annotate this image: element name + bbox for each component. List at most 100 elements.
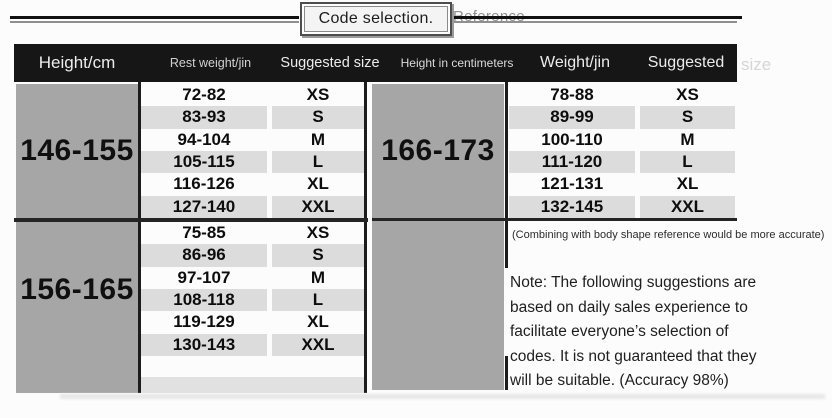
table-row: 116-126 XL (141, 173, 364, 196)
note-line: will be suitable. (Accuracy 98%) (510, 372, 729, 389)
top-rule-right-shadow (450, 21, 737, 23)
note-line: based on daily sales experience to (510, 298, 748, 316)
size-cell: L (682, 152, 693, 172)
size-cell: XXL (301, 196, 335, 216)
table-border-vertical (138, 82, 141, 393)
height-block-146-155: 146-155 (16, 84, 138, 218)
header-weight-jin: Weight/jin (540, 54, 610, 71)
table-header: Height/cm Rest weight/jin Suggested size… (14, 44, 737, 82)
weight-range-cell: 72-82 (182, 85, 226, 105)
note-line: codes. It is not guaranteed that they (510, 347, 757, 365)
column-divider (267, 173, 272, 196)
table-row: 105-115 L (141, 150, 364, 174)
rows-section-166-173: 78-88 XS 89-99 S 100-110 M 111-120 L 121-131 XL 13… (509, 84, 735, 218)
weight-range-cell: 78-88 (550, 85, 594, 105)
right-table-bottom-border (372, 218, 737, 221)
table-row: 86-96 S (141, 244, 364, 267)
weight-range-cell: 111-120 (541, 152, 603, 172)
table-row: 83-93 S (141, 106, 364, 129)
size-cell: XL (307, 312, 329, 332)
weight-range-cell: 97-107 (177, 267, 231, 287)
column-divider (635, 150, 640, 174)
table-row: 121-131 XL (509, 173, 735, 196)
table-border-vertical (505, 356, 508, 390)
weight-range-cell: 119-129 (173, 312, 235, 332)
size-cell: S (312, 245, 324, 265)
column-divider (267, 150, 272, 174)
column-divider (267, 222, 272, 245)
weight-range-cell: 130-143 (172, 334, 236, 354)
size-cell: S (312, 107, 324, 127)
weight-range-cell: 86-96 (182, 245, 226, 265)
table-row: 89-99 S (509, 106, 735, 129)
weight-range-cell: 108-118 (173, 290, 235, 310)
table-border-vertical (505, 82, 508, 268)
rows-section-156-165: 75-85 XS 86-96 S 97-107 M 108-118 L 119-129 XL 130… (141, 222, 364, 356)
column-divider (635, 106, 640, 129)
table-border-vertical (364, 82, 367, 393)
size-cell: S (681, 107, 694, 127)
table-row: 108-118 L (141, 288, 364, 312)
size-cell: XXL (301, 334, 335, 354)
column-divider (267, 128, 272, 151)
note-paragraph: Note: The following suggestions are based… (510, 271, 832, 394)
top-rule-right (450, 16, 742, 19)
weight-range-cell: 75-85 (182, 223, 226, 243)
empty-row (141, 356, 364, 377)
size-cell: XL (307, 174, 329, 194)
weight-range-cell: 121-131 (540, 174, 604, 194)
table-row: 100-110 M (509, 128, 735, 151)
weight-range-cell: 105-115 (173, 152, 235, 172)
height-range-label: 146-155 (20, 134, 134, 167)
weight-range-cell: 132-145 (540, 196, 604, 216)
table-row: 111-120 L (509, 150, 735, 174)
column-divider (267, 311, 272, 334)
column-divider (635, 128, 640, 151)
weight-range-cell: 127-140 (172, 196, 236, 216)
body-shape-hint: (Combining with body shape reference wou… (512, 229, 825, 241)
title-box: Code selection. (300, 2, 452, 36)
table-row: 132-145 XXL (509, 195, 735, 218)
size-cell: M (680, 129, 695, 149)
height-block-166-173: 166-173 (372, 84, 504, 390)
header-height-cm: Height/cm (38, 53, 116, 72)
bottom-shadow (60, 394, 825, 399)
header-height-in-centimeters: Height in centimeters (400, 56, 514, 70)
weight-range-cell: 100-110 (541, 129, 603, 149)
header-rest-weight: Rest weight/jin (169, 56, 252, 70)
size-cell: XS (676, 85, 699, 105)
weight-range-cell: 83-93 (182, 107, 226, 127)
size-cell: L (312, 290, 324, 310)
size-cell: M (310, 129, 326, 149)
table-row: 119-129 XL (141, 311, 364, 334)
height-block-156-165: 156-165 (16, 222, 138, 393)
table-row: 78-88 XS (509, 84, 735, 107)
table-row: 75-85 XS (141, 222, 364, 245)
size-cell: XL (676, 174, 699, 194)
weight-range-cell: 116-126 (173, 174, 235, 194)
table-row: 97-107 M (141, 266, 364, 289)
column-divider (267, 333, 272, 356)
size-cell: XS (306, 223, 330, 243)
column-divider (635, 195, 640, 218)
header-size-overflow: size (741, 55, 772, 74)
note-line: Note: The following suggestions are (510, 274, 757, 291)
size-cell: XXL (670, 196, 705, 216)
note-line: facilitate everyone’s selection of (510, 323, 729, 340)
size-cell: M (310, 267, 326, 287)
top-rule-left-shadow (10, 21, 299, 23)
column-divider (267, 266, 272, 289)
column-divider (267, 195, 272, 218)
table-row: 72-82 XS (141, 84, 364, 107)
column-divider (635, 173, 640, 196)
page-title: Code selection. (318, 10, 434, 27)
table-row: 130-143 XXL (141, 333, 364, 356)
header-suggested-size: Suggested size (280, 55, 380, 71)
column-divider (267, 84, 272, 107)
height-range-label: 166-173 (381, 134, 495, 167)
weight-range-cell: 89-99 (550, 107, 594, 127)
empty-row-gray (141, 377, 364, 393)
weight-range-cell: 94-104 (177, 129, 231, 149)
size-cell: L (312, 152, 324, 172)
